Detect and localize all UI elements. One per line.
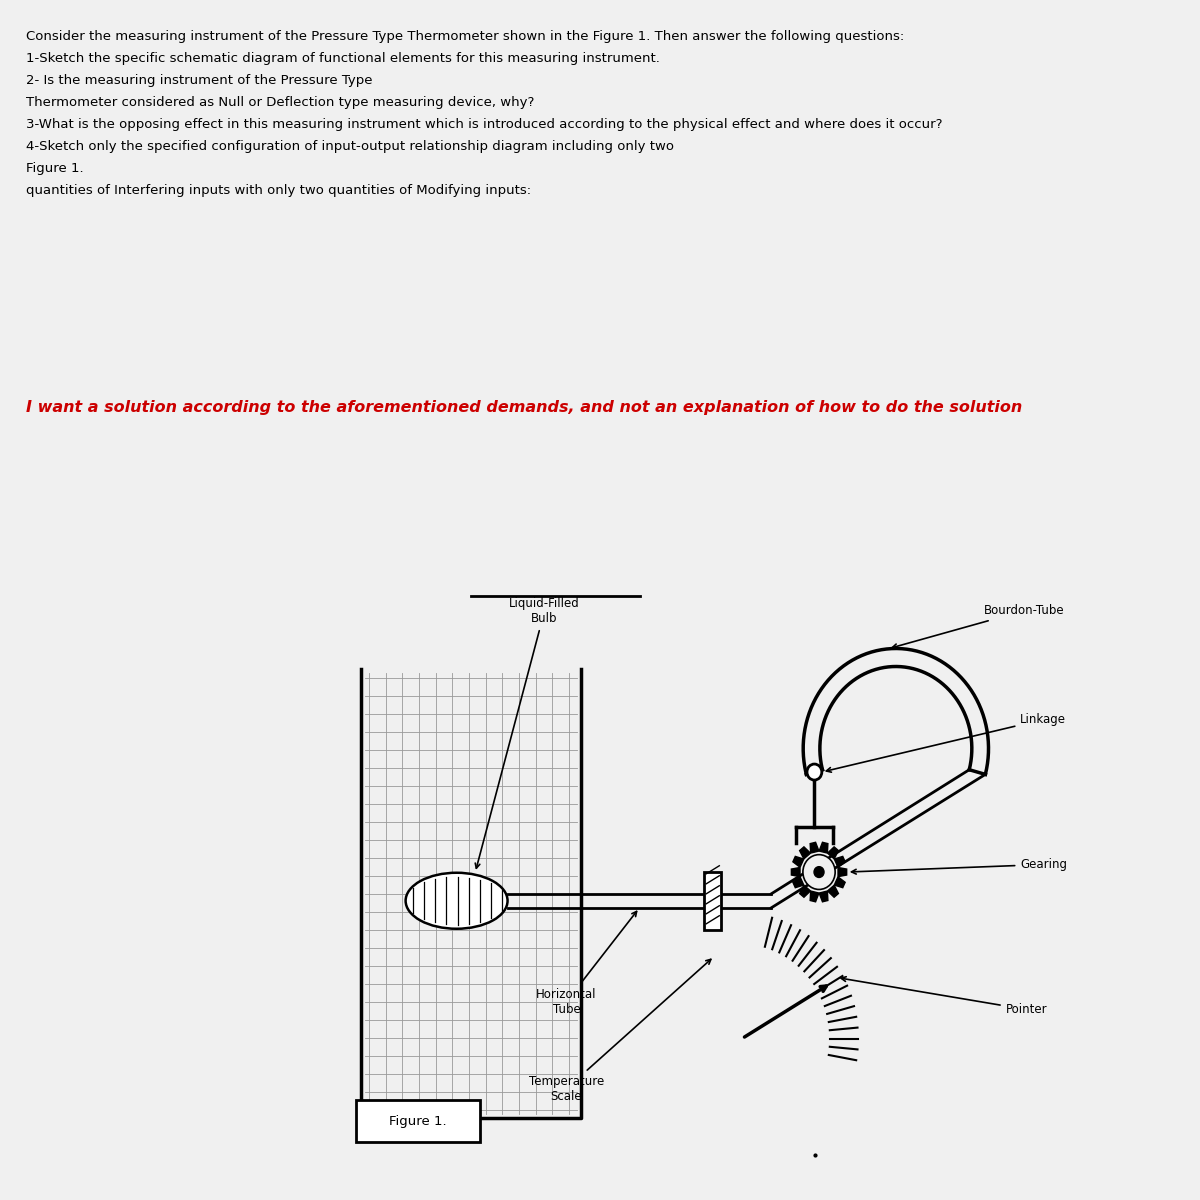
Polygon shape xyxy=(793,877,804,888)
Text: 4-Sketch only the specified configuration of input-output relationship diagram i: 4-Sketch only the specified configuratio… xyxy=(26,140,674,152)
Polygon shape xyxy=(834,877,845,888)
Polygon shape xyxy=(820,892,828,902)
Text: Figure 1.: Figure 1. xyxy=(389,1115,446,1128)
Text: Pointer: Pointer xyxy=(841,977,1048,1016)
Circle shape xyxy=(803,854,835,889)
Polygon shape xyxy=(799,886,810,898)
Polygon shape xyxy=(820,842,828,853)
Text: Horizontal
Tube: Horizontal Tube xyxy=(536,912,637,1015)
Polygon shape xyxy=(838,868,847,877)
Polygon shape xyxy=(828,886,839,898)
Text: quantities of Interfering inputs with only two quantities of Modifying inputs:: quantities of Interfering inputs with on… xyxy=(26,184,532,197)
Polygon shape xyxy=(828,847,839,859)
Polygon shape xyxy=(793,857,804,868)
Text: 1-Sketch the specific schematic diagram of functional elements for this measurin: 1-Sketch the specific schematic diagram … xyxy=(26,52,660,65)
Text: Linkage: Linkage xyxy=(827,713,1067,772)
Text: Bourdon-Tube: Bourdon-Tube xyxy=(893,605,1064,649)
Text: Liquid-Filled
Bulb: Liquid-Filled Bulb xyxy=(475,598,580,869)
Text: 3-What is the opposing effect in this measuring instrument which is introduced a: 3-What is the opposing effect in this me… xyxy=(26,118,942,131)
Bar xyxy=(704,871,721,930)
FancyBboxPatch shape xyxy=(356,1100,480,1142)
Text: 2- Is the measuring instrument of the Pressure Type: 2- Is the measuring instrument of the Pr… xyxy=(26,74,372,86)
Polygon shape xyxy=(834,857,845,868)
Text: Gearing: Gearing xyxy=(852,858,1067,874)
Polygon shape xyxy=(810,842,818,853)
Ellipse shape xyxy=(406,872,508,929)
Text: Temperature
Scale: Temperature Scale xyxy=(529,959,710,1103)
Text: Figure 1.: Figure 1. xyxy=(26,162,84,175)
Text: Consider the measuring instrument of the Pressure Type Thermometer shown in the : Consider the measuring instrument of the… xyxy=(26,30,904,43)
Text: Thermometer considered as Null or Deflection type measuring device, why?: Thermometer considered as Null or Deflec… xyxy=(26,96,534,109)
Text: I want a solution according to the aforementioned demands, and not an explanatio: I want a solution according to the afore… xyxy=(26,400,1022,415)
Circle shape xyxy=(806,764,822,780)
Circle shape xyxy=(814,866,824,877)
Polygon shape xyxy=(799,847,810,859)
Polygon shape xyxy=(810,892,818,902)
Polygon shape xyxy=(791,868,800,877)
